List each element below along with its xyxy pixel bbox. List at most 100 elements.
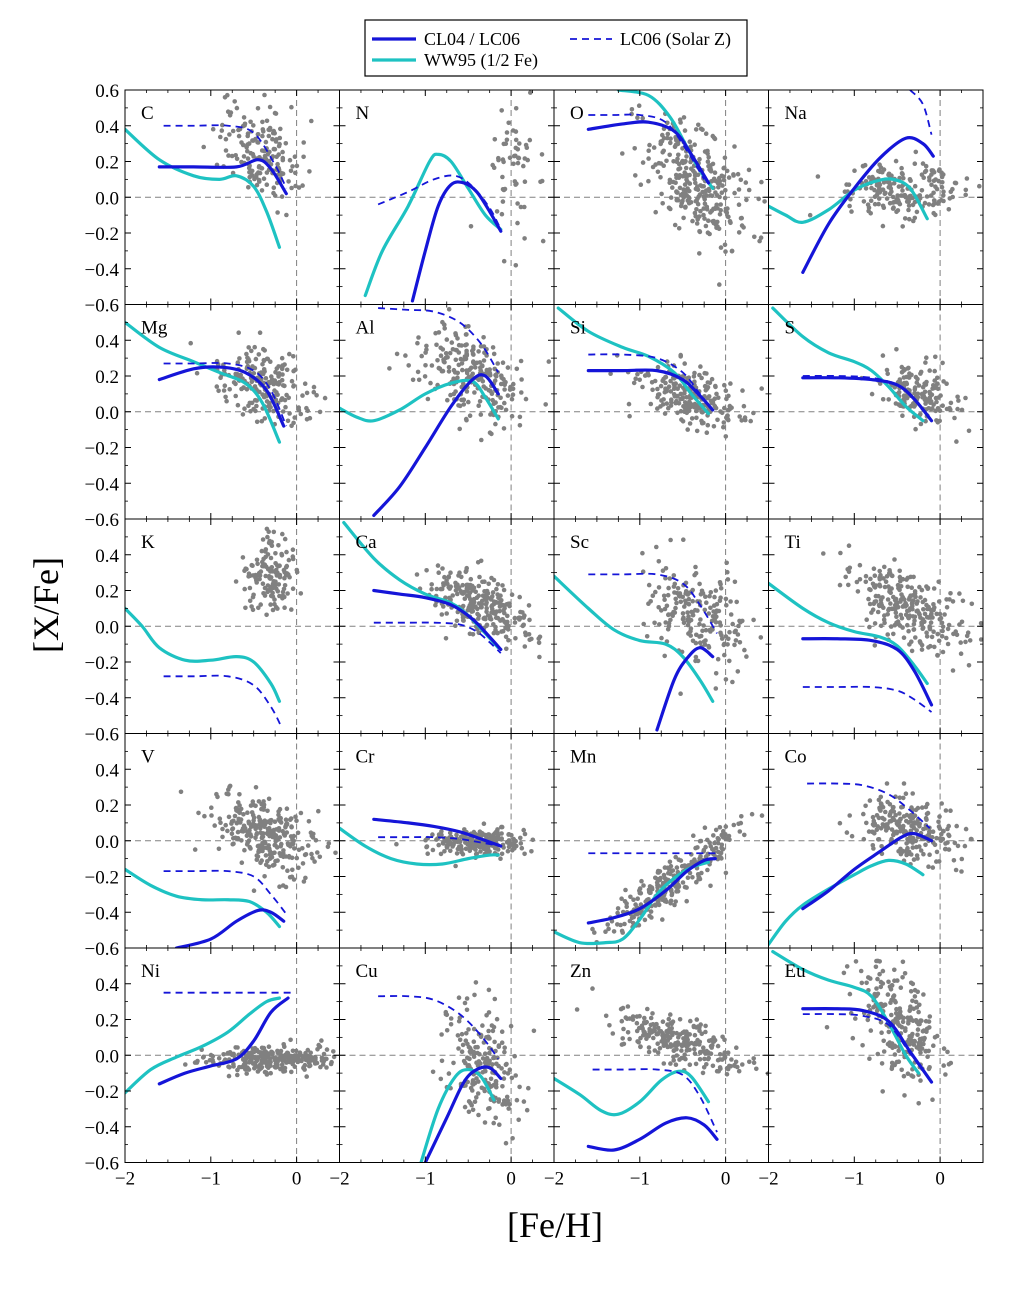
star-point — [866, 596, 871, 602]
star-point — [468, 224, 474, 229]
star-point — [289, 423, 294, 429]
star-point — [946, 847, 952, 852]
star-point — [462, 1000, 468, 1006]
star-point — [939, 620, 945, 626]
star-point — [963, 395, 968, 401]
ww95-curve — [125, 127, 282, 249]
star-point — [722, 195, 728, 201]
star-point — [275, 606, 280, 611]
star-point — [513, 263, 519, 268]
star-point — [513, 1073, 518, 1078]
star-point — [266, 529, 271, 534]
ww95-curve — [771, 306, 925, 423]
star-point — [304, 1057, 310, 1063]
star-point — [521, 827, 526, 833]
star-point — [296, 847, 302, 853]
star-point — [854, 579, 860, 585]
star-point — [697, 640, 703, 645]
star-point — [866, 208, 871, 214]
lc06-solar-curve — [163, 362, 288, 427]
star-point — [977, 183, 982, 189]
star-point — [261, 1055, 266, 1060]
star-point — [637, 377, 642, 383]
star-point — [673, 180, 678, 185]
star-point — [246, 574, 251, 579]
star-point — [666, 1016, 672, 1022]
star-point — [878, 826, 884, 831]
ww95-curve — [554, 574, 715, 703]
star-point — [931, 629, 936, 634]
star-point — [683, 205, 688, 210]
star-point — [702, 201, 708, 206]
star-point — [285, 418, 291, 424]
star-point — [447, 595, 452, 601]
star-point — [673, 854, 678, 860]
star-point — [914, 853, 920, 858]
star-point — [931, 190, 936, 196]
star-point — [446, 307, 452, 312]
star-point — [922, 169, 928, 175]
star-point — [226, 791, 231, 797]
star-point — [762, 199, 767, 204]
star-point — [885, 799, 890, 805]
star-point — [731, 822, 737, 828]
star-point — [498, 381, 504, 387]
star-point — [682, 170, 687, 175]
star-point — [505, 365, 511, 370]
star-point — [481, 335, 486, 340]
star-point — [698, 208, 703, 214]
star-point — [296, 1057, 301, 1063]
star-point — [723, 824, 729, 829]
star-point — [512, 615, 518, 621]
star-point — [522, 179, 528, 184]
star-point — [695, 608, 700, 613]
star-point — [907, 216, 912, 222]
star-point — [231, 836, 236, 841]
star-point — [460, 582, 465, 588]
star-point — [717, 825, 723, 830]
star-point — [693, 564, 698, 570]
star-point — [194, 1060, 200, 1065]
star-point — [446, 1071, 452, 1076]
star-point — [481, 821, 487, 826]
star-point — [296, 865, 301, 871]
panel-plot-area — [339, 519, 554, 733]
star-point — [491, 351, 497, 357]
star-point — [930, 202, 936, 208]
star-point — [244, 144, 249, 150]
star-point — [201, 1054, 206, 1060]
star-point — [277, 884, 282, 889]
star-point — [694, 632, 699, 638]
star-point — [472, 390, 477, 395]
star-point — [512, 1053, 517, 1059]
star-point — [680, 611, 686, 616]
star-point — [705, 159, 711, 164]
star-point — [904, 818, 909, 824]
star-point — [885, 371, 890, 377]
star-point — [255, 561, 260, 567]
star-point — [732, 190, 737, 196]
star-point — [478, 365, 483, 370]
star-point — [300, 393, 305, 398]
star-point — [656, 585, 662, 590]
star-point — [623, 887, 628, 893]
star-point — [230, 826, 236, 831]
star-point — [419, 353, 424, 359]
panel-zn: Zn — [553, 947, 769, 1163]
star-point — [846, 543, 852, 548]
star-point — [701, 420, 706, 426]
star-point — [655, 169, 661, 175]
star-point — [897, 379, 902, 385]
star-point — [491, 401, 497, 406]
star-point — [663, 374, 669, 380]
star-point — [687, 399, 692, 404]
star-point — [674, 175, 679, 181]
star-point — [665, 627, 671, 632]
star-point — [935, 652, 940, 658]
star-point — [494, 1016, 500, 1022]
star-point — [259, 418, 265, 424]
star-point — [865, 202, 871, 207]
star-point — [950, 186, 955, 192]
star-point — [701, 212, 706, 218]
star-point — [294, 855, 300, 861]
